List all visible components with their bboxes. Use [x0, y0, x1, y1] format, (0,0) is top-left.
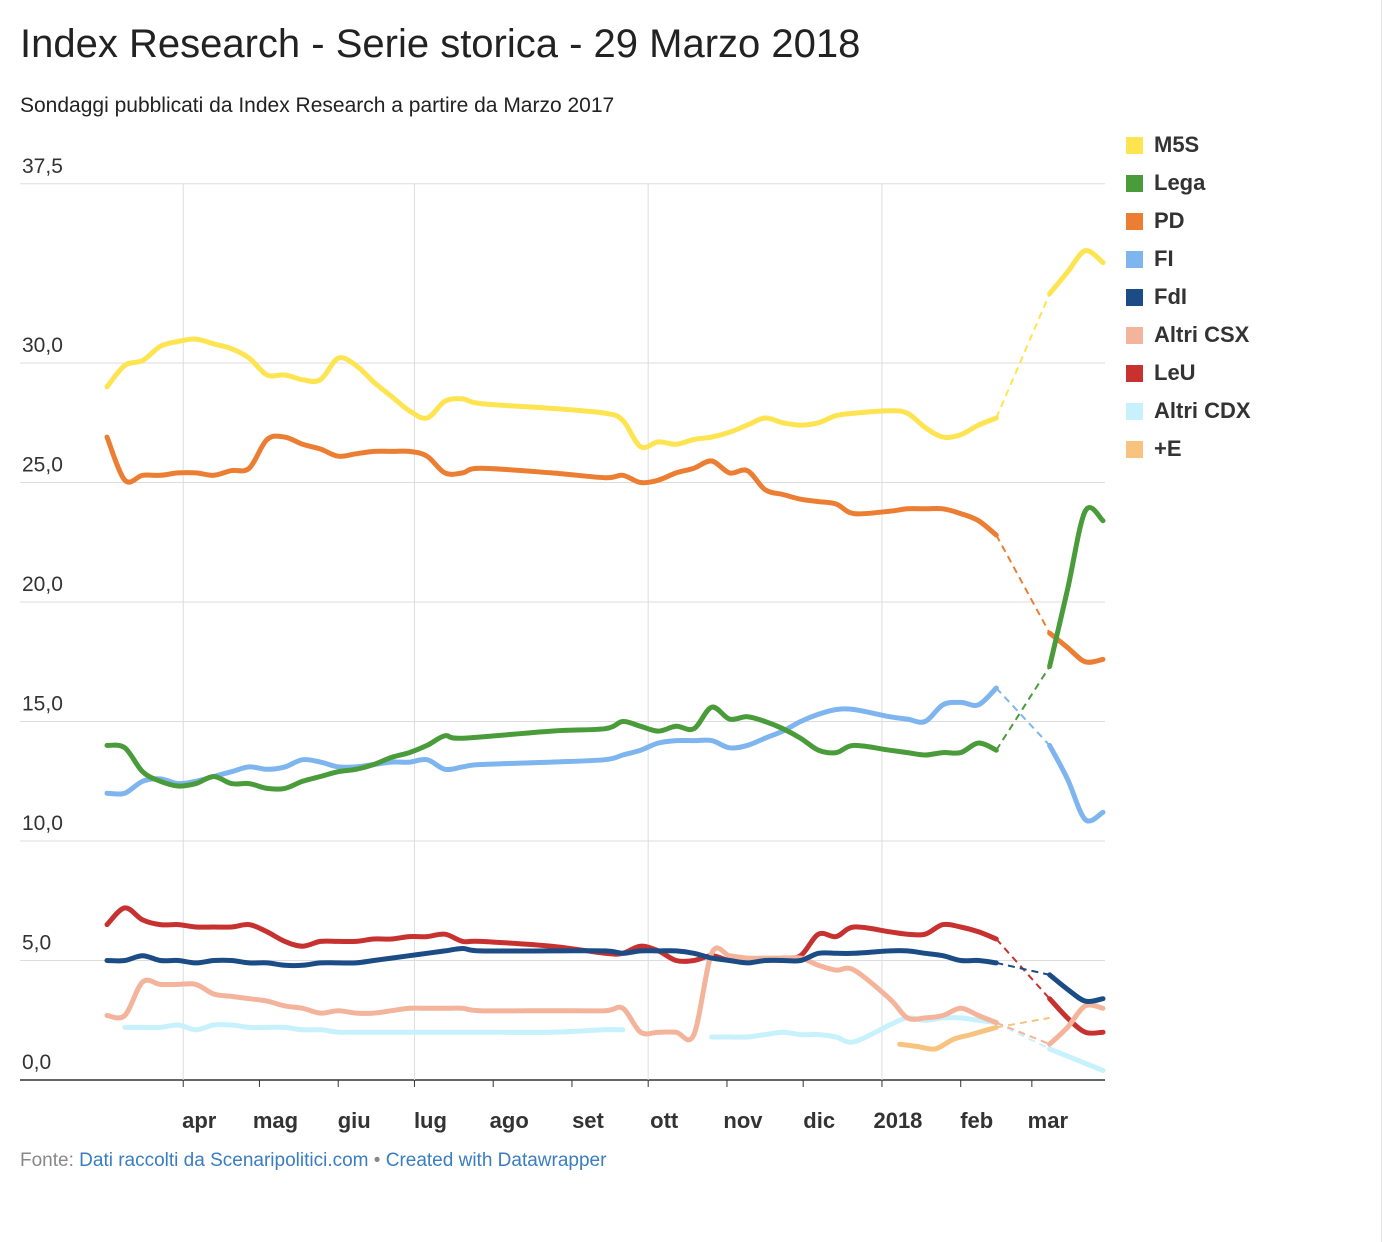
y-tick-label: 37,5: [22, 155, 63, 178]
y-tick-label: 30,0: [22, 334, 63, 357]
series-line-altri-csx: [104, 945, 999, 1043]
legend-swatch: [1126, 364, 1143, 382]
legend-item-altri-cdx: Altri CDX: [1126, 392, 1251, 430]
legend-swatch: [1126, 326, 1143, 344]
legend-swatch: [1126, 174, 1143, 192]
legend-label: PD: [1154, 208, 1185, 233]
series-gap-e: [996, 1016, 1050, 1029]
legend-label: M5S: [1154, 132, 1200, 157]
footer-separator: •: [373, 1150, 381, 1171]
series-line-altri-cdx: [709, 1015, 999, 1045]
legend-item-lega: Lega: [1126, 164, 1251, 202]
legend-swatch: [1126, 250, 1143, 268]
footer: Fonte: Dati raccolti da Scenaripolitici.…: [20, 1150, 606, 1172]
legend-label: FI: [1154, 246, 1174, 271]
series-line-m5s: [1047, 248, 1106, 297]
axes: 0,0 5,0 10,0 15,0 20,0 25,0 30,0 37,5 apr mag giu l…: [22, 155, 1068, 1133]
x-tick-label: dic: [803, 1108, 835, 1133]
legend-item-pd: PD: [1126, 202, 1251, 240]
legend-label: Altri CSX: [1154, 322, 1250, 347]
x-tick-label: mar: [1028, 1108, 1069, 1133]
y-tick-label: 15,0: [22, 693, 63, 716]
y-tick-label: 20,0: [22, 573, 63, 596]
legend-swatch: [1126, 440, 1143, 458]
x-tick-label: apr: [182, 1108, 217, 1133]
series-line-lega: [1047, 505, 1106, 669]
x-tick-label: mag: [253, 1108, 298, 1133]
legend: M5S Lega PD FI FdI Altri CSX LeU Altri CDX +E: [1126, 126, 1251, 468]
series-line-leu: [104, 905, 999, 964]
x-tick-label: giu: [338, 1108, 371, 1133]
series-line-pd: [104, 433, 999, 538]
series-line-lega: [104, 704, 999, 792]
series-gap-fdi: [996, 961, 1050, 976]
y-tick-label: 10,0: [22, 812, 63, 835]
series-line-m5s: [104, 336, 999, 451]
source-link[interactable]: Dati raccolti da Scenaripolitici.com: [79, 1150, 369, 1171]
legend-label: Altri CDX: [1154, 398, 1251, 423]
series-gap-pd: [995, 534, 1051, 634]
legend-label: LeU: [1154, 360, 1196, 385]
source-label: Fonte:: [20, 1150, 74, 1171]
series-line-fdi: [104, 946, 999, 969]
y-tick-label: 5,0: [22, 932, 51, 955]
legend-item-m5s: M5S: [1126, 126, 1251, 164]
series-line-fi: [104, 685, 999, 797]
legend-item-fdi: FdI: [1126, 278, 1251, 316]
series-line-altri-cdx: [1047, 1046, 1106, 1073]
legend-item-altri-csx: Altri CSX: [1126, 316, 1251, 354]
series-line-e: [897, 1024, 999, 1052]
x-tick-label: nov: [723, 1108, 763, 1133]
series-line-leu: [1047, 996, 1106, 1036]
y-tick-label: 25,0: [22, 454, 63, 477]
y-tick-label: 0,0: [22, 1051, 51, 1074]
legend-swatch: [1126, 212, 1143, 230]
chart-title: Index Research - Serie storica - 29 Marz…: [20, 22, 861, 66]
series-lines: [104, 248, 1106, 1073]
legend-swatch: [1126, 288, 1143, 306]
series-gap-altri-csx: [995, 1021, 1051, 1046]
series-gap-fi: [995, 687, 1051, 747]
legend-label: +E: [1154, 436, 1182, 461]
series-line-altri-csx: [1047, 1002, 1106, 1047]
legend-label: FdI: [1154, 284, 1187, 309]
grid: [20, 183, 1105, 1081]
series-line-altri-cdx: [122, 1022, 626, 1035]
series-gap-altri-cdx: [995, 1021, 1051, 1050]
x-tick-label: ago: [490, 1108, 529, 1133]
legend-swatch: [1126, 136, 1143, 154]
series-line-fi: [1047, 742, 1106, 824]
credit-link[interactable]: Created with Datawrapper: [385, 1150, 607, 1171]
legend-label: Lega: [1154, 170, 1206, 195]
legend-item-fi: FI: [1126, 240, 1251, 278]
x-tick-label: lug: [414, 1108, 447, 1133]
series-line-fdi: [1047, 972, 1106, 1004]
legend-item-e: +E: [1126, 430, 1251, 468]
legend-item-leu: LeU: [1126, 354, 1251, 392]
chart-subtitle: Sondaggi pubblicati da Index Research a …: [20, 94, 615, 117]
series-gap-m5s: [995, 293, 1051, 419]
x-tick-label: feb: [960, 1108, 993, 1133]
x-tick-label: ott: [650, 1108, 679, 1133]
legend-swatch: [1126, 402, 1143, 420]
series-gap-lega: [995, 665, 1051, 751]
line-chart: 0,0 5,0 10,0 15,0 20,0 25,0 30,0 37,5 apr mag giu l…: [20, 155, 1106, 1133]
x-tick-label: set: [572, 1108, 604, 1133]
x-tick-label: 2018: [873, 1108, 922, 1133]
